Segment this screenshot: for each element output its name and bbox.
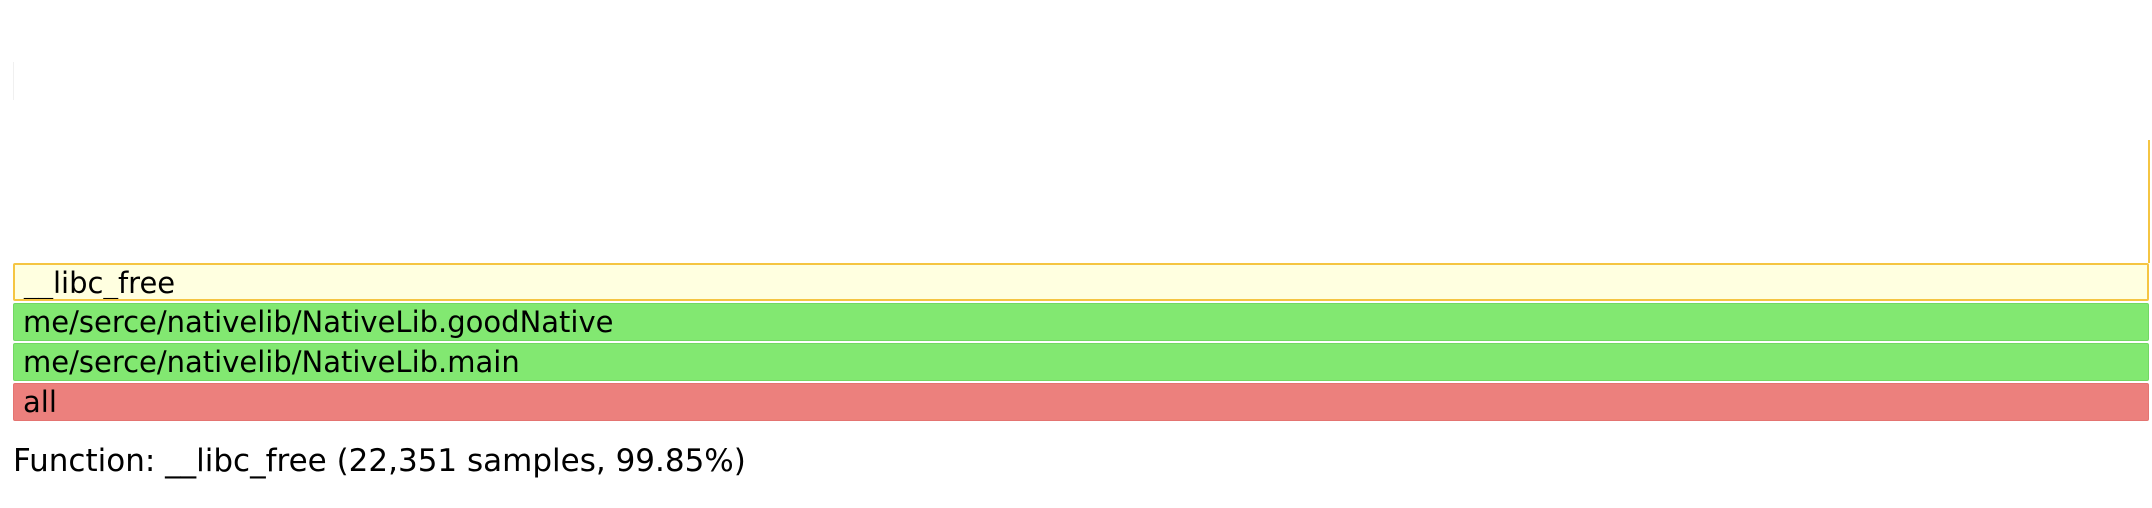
frame-main[interactable]: me/serce/nativelib/NativeLib.main	[13, 343, 2149, 381]
frame-all[interactable]: all	[13, 383, 2149, 421]
function-details-text: Function: __libc_free (22,351 samples, 9…	[13, 443, 746, 479]
frame-libc-free[interactable]: __libc_free	[13, 263, 2149, 301]
frame-edge-marker	[13, 62, 14, 100]
frame-goodnative[interactable]: me/serce/nativelib/NativeLib.goodNative	[13, 303, 2149, 341]
frame-edge-marker	[2148, 140, 2150, 263]
